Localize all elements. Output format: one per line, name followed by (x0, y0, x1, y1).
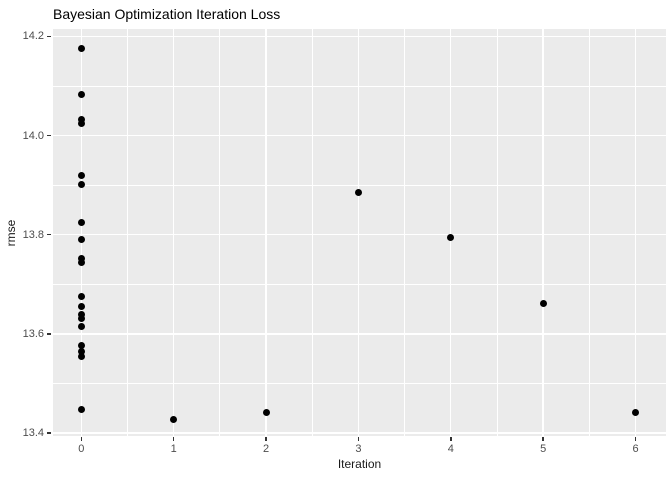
y-minor-gridline (53, 85, 666, 87)
y-major-gridline (53, 432, 666, 434)
y-tick-mark (47, 432, 51, 434)
x-tick-label: 3 (355, 443, 362, 455)
data-point (77, 254, 85, 262)
y-minor-gridline (53, 184, 666, 186)
x-tick-mark (450, 437, 452, 441)
y-tick-mark (47, 35, 51, 38)
x-tick-label: 0 (78, 443, 85, 455)
data-point (77, 45, 85, 53)
x-major-gridline (357, 29, 360, 436)
data-point (77, 91, 85, 99)
y-tick-label: 14.0 (22, 129, 44, 142)
x-tick-mark (542, 437, 544, 441)
x-tick-label: 1 (170, 443, 177, 455)
y-minor-gridline (53, 383, 666, 384)
data-point (447, 233, 455, 241)
y-major-gridline (53, 134, 666, 137)
data-point (77, 115, 85, 123)
data-point (632, 408, 640, 416)
y-tick-label: 14.2 (22, 30, 44, 43)
data-point (77, 347, 85, 355)
data-point (354, 189, 362, 197)
plot-title: Bayesian Optimization Iteration Loss (53, 6, 281, 22)
x-minor-gridline (127, 29, 128, 436)
y-tick-label: 13.6 (22, 327, 44, 340)
data-point (77, 218, 85, 226)
x-tick-mark (634, 437, 637, 441)
data-point (77, 353, 85, 361)
y-tick-mark (47, 134, 51, 137)
x-major-gridline (172, 29, 175, 436)
data-point (262, 409, 270, 417)
data-point (77, 293, 85, 301)
x-tick-mark (172, 437, 175, 441)
x-major-gridline (450, 29, 452, 436)
data-point (77, 235, 85, 243)
data-point (77, 303, 85, 311)
data-point (77, 323, 85, 331)
x-minor-gridline (496, 29, 498, 436)
plot-panel (53, 29, 666, 436)
data-point (539, 300, 547, 308)
y-minor-gridline (53, 283, 666, 285)
data-point (77, 259, 85, 267)
x-tick-label: 2 (262, 443, 270, 455)
data-point (77, 120, 85, 128)
x-axis-title: Iteration (337, 457, 382, 471)
y-tick-mark (47, 233, 51, 236)
data-point (77, 405, 85, 413)
y-major-gridline (53, 234, 666, 236)
y-tick-label: 13.8 (22, 228, 44, 241)
data-point (77, 171, 85, 179)
x-major-gridline (80, 29, 82, 436)
y-tick-label: 13.4 (22, 427, 44, 440)
x-tick-label: 6 (632, 443, 639, 455)
x-major-gridline (542, 29, 544, 436)
x-minor-gridline (219, 29, 221, 436)
data-point (77, 315, 85, 322)
y-major-gridline (53, 35, 666, 38)
x-tick-mark (357, 437, 360, 441)
x-major-gridline (265, 29, 267, 436)
data-point (77, 341, 85, 349)
x-minor-gridline (404, 29, 405, 436)
x-minor-gridline (311, 29, 313, 436)
x-tick-label: 4 (447, 443, 454, 455)
data-point (170, 415, 178, 423)
x-tick-mark (80, 437, 83, 441)
x-tick-label: 5 (540, 443, 547, 455)
x-major-gridline (634, 29, 637, 436)
y-major-gridline (53, 333, 666, 335)
data-point (77, 311, 85, 319)
y-tick-mark (47, 333, 51, 335)
x-tick-mark (265, 437, 267, 441)
x-minor-gridline (588, 29, 590, 436)
data-point (77, 181, 85, 189)
